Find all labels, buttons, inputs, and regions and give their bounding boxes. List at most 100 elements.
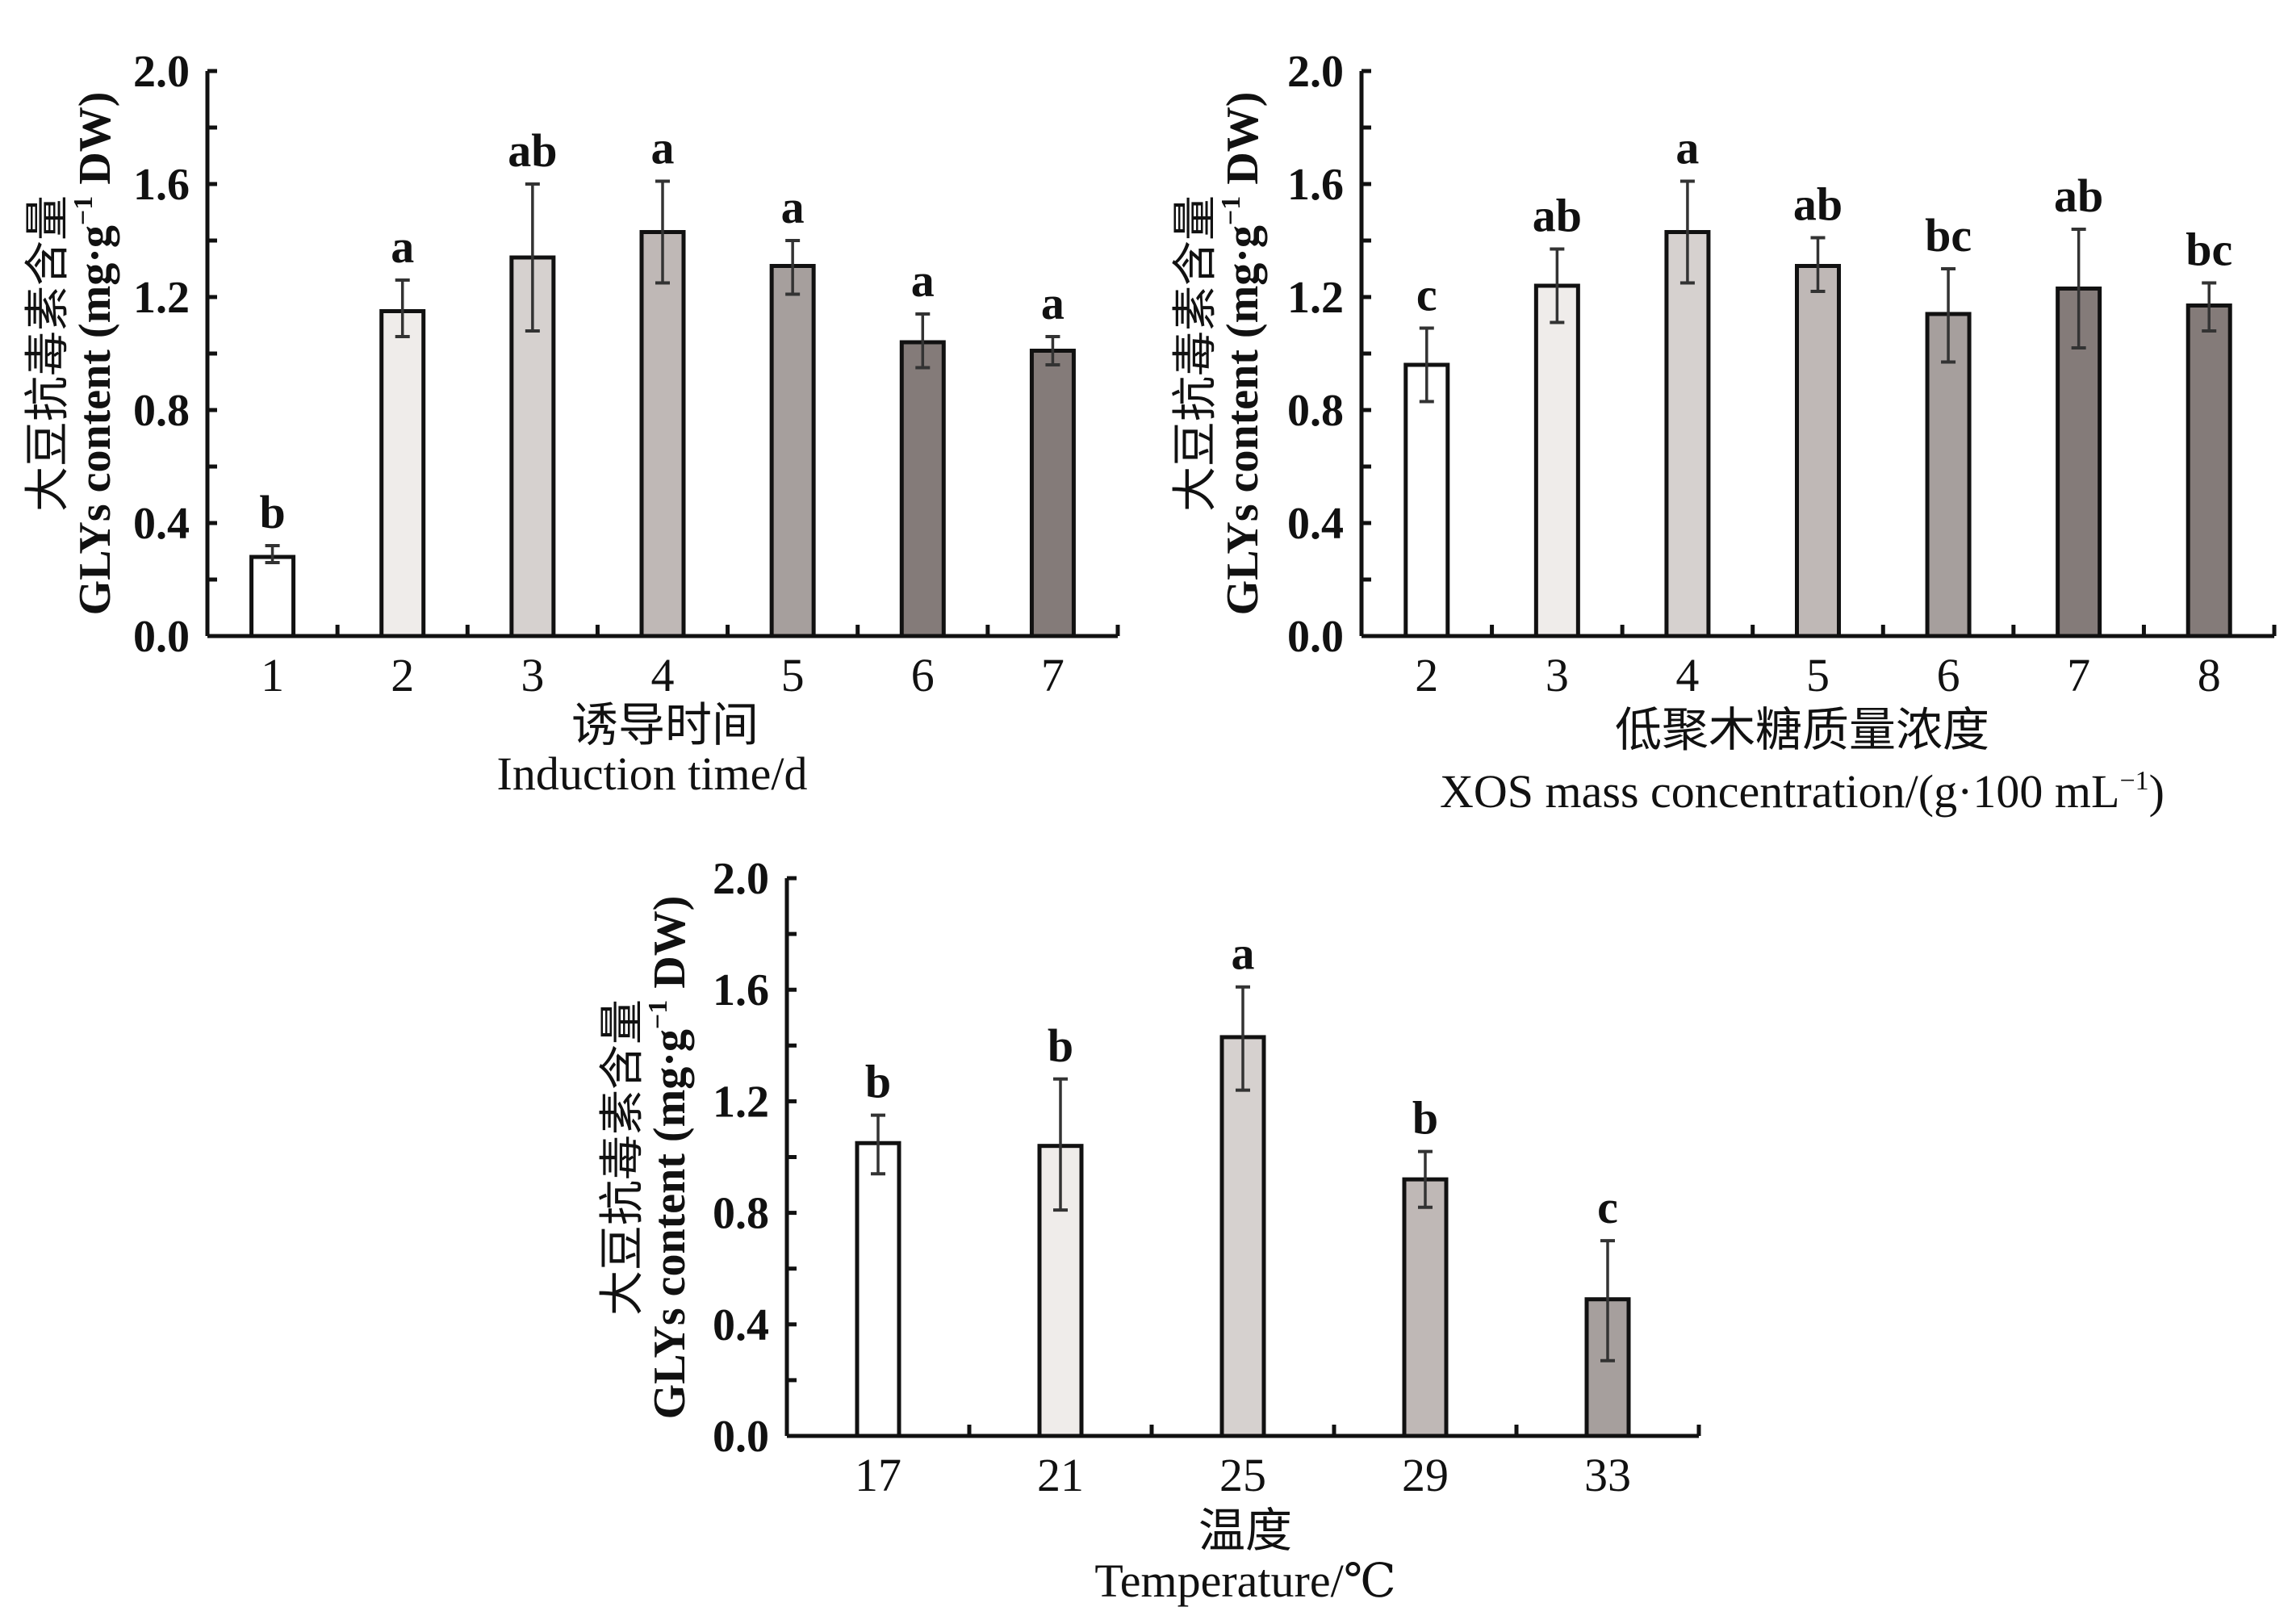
- y-axis-title-en-tail: DW): [645, 896, 695, 1000]
- x-tick-label-33: 33: [1584, 1449, 1631, 1501]
- error-bar-2: [1419, 326, 1434, 404]
- y-tick-label-0.4: 0.4: [1287, 499, 1344, 549]
- x-tick-label-29: 29: [1402, 1449, 1449, 1501]
- y-axis-title-en-tail: DW): [70, 92, 120, 196]
- y-tick-label-1.6: 1.6: [1287, 160, 1344, 210]
- x-axis-title-cn: 低聚木糖质量浓度: [1615, 704, 1989, 756]
- bar-2: [1403, 362, 1450, 638]
- y-tick-label-0.4: 0.4: [133, 499, 190, 549]
- error-bar-7: [1045, 335, 1060, 366]
- y-tick-label-0.0: 0.0: [713, 1412, 769, 1462]
- y-axis-title-en-main: GLYs content (mg·g: [70, 225, 120, 615]
- axes: [205, 69, 1120, 638]
- significance-label-3: ab: [1533, 190, 1582, 242]
- significance-label-33: c: [1597, 1181, 1618, 1233]
- x-tick-label-2: 2: [391, 649, 414, 701]
- significance-label-7: ab: [2054, 170, 2103, 222]
- significance-label-3: ab: [508, 124, 557, 177]
- axes: [1359, 69, 2277, 638]
- y-tick-label-2.0: 2.0: [713, 854, 769, 904]
- x-axis-title-en: Induction time/d: [497, 747, 808, 800]
- axes: [784, 876, 1701, 1438]
- bar-4: [1664, 230, 1711, 638]
- significance-labels: b a ab a a a a: [259, 122, 1064, 539]
- x-tick-labels: 1 2 3 4 5 6 7: [261, 649, 1065, 701]
- x-tick-labels: 2 3 4 5 6 7 8: [1415, 649, 2220, 701]
- y-axis-title-en: GLYs content (mg·g−1 DW): [69, 92, 120, 616]
- significance-label-17: b: [865, 1056, 891, 1108]
- x-tick-labels: 17 21 25 29 33: [855, 1449, 1631, 1501]
- error-bar-29: [1418, 1149, 1433, 1209]
- y-axis-title-en-tail: DW): [1218, 92, 1268, 196]
- bar-3: [1533, 283, 1580, 638]
- y-axis-title-en-main: GLYs content (mg·g: [1218, 225, 1268, 615]
- significance-label-4: a: [651, 122, 675, 174]
- x-tick-label-8: 8: [2198, 649, 2221, 701]
- y-tick-label-1.2: 1.2: [133, 273, 190, 323]
- significance-label-2: a: [391, 220, 414, 273]
- bar-29: [1402, 1177, 1449, 1438]
- y-axis-title-en: GLYs content (mg·g−1 DW): [1216, 92, 1268, 616]
- x-tick-label-1: 1: [261, 649, 284, 701]
- x-axis-title-en: Temperature/℃: [1094, 1555, 1395, 1607]
- y-axis-title-cn: 大豆抗毒素含量: [1171, 195, 1221, 512]
- x-tick-label-3: 3: [1546, 649, 1569, 701]
- significance-label-5: ab: [1793, 178, 1843, 231]
- significance-label-1: b: [259, 486, 285, 538]
- x-axis-title-en-main: XOS mass concentration/(g·100 mL: [1440, 765, 2119, 818]
- significance-label-25: a: [1232, 927, 1255, 980]
- error-bar-25: [1236, 985, 1250, 1092]
- y-tick-label-2.0: 2.0: [1287, 47, 1344, 97]
- error-bar-33: [1600, 1239, 1615, 1362]
- x-tick-label-2: 2: [1415, 649, 1438, 701]
- y-axis-title-en: GLYs content (mg·g−1 DW): [643, 896, 695, 1420]
- significance-label-8: bc: [2186, 224, 2232, 276]
- significance-label-2: c: [1416, 269, 1437, 321]
- error-bar-5: [1810, 236, 1826, 293]
- x-tick-label-25: 25: [1219, 1449, 1266, 1501]
- error-bar-3: [1550, 247, 1565, 324]
- bars: [249, 179, 1076, 638]
- y-axis-title-en-sup: −1: [1216, 196, 1246, 225]
- chart-temperature: 0.0 0.4 0.8 1.2 1.6 2.0 17 21 25 29 33 b b a b c 大豆抗毒…: [598, 854, 1701, 1607]
- bar-7: [1029, 349, 1076, 638]
- y-tick-label-0.8: 0.8: [713, 1189, 769, 1239]
- y-tick-labels: 0.0 0.4 0.8 1.2 1.6 2.0: [713, 854, 769, 1462]
- x-tick-label-6: 6: [911, 649, 935, 701]
- y-axis-title-cn: 大豆抗毒素含量: [23, 195, 73, 512]
- error-bar-7: [2071, 228, 2086, 349]
- error-bar-2: [395, 278, 410, 338]
- error-bar-21: [1053, 1077, 1068, 1212]
- y-tick-label-0.8: 0.8: [1287, 386, 1344, 436]
- significance-label-6: bc: [1925, 209, 1972, 262]
- significance-labels: c ab a ab bc ab bc: [1416, 122, 2232, 321]
- bar-5: [1795, 264, 1841, 638]
- error-bar-3: [525, 182, 540, 333]
- bars: [1403, 179, 2232, 638]
- x-axis-title-cn: 诱导时间: [571, 699, 759, 751]
- significance-label-7: a: [1041, 277, 1065, 329]
- bar-1: [249, 555, 296, 638]
- y-tick-labels: 0.0 0.4 0.8 1.2 1.6 2.0: [1287, 47, 1344, 662]
- y-tick-label-2.0: 2.0: [133, 47, 190, 97]
- y-axis-title-en-sup: −1: [69, 196, 98, 225]
- bar-6: [899, 340, 946, 638]
- x-tick-label-7: 7: [2067, 649, 2090, 701]
- x-tick-label-21: 21: [1037, 1449, 1084, 1501]
- y-tick-label-1.6: 1.6: [713, 965, 769, 1015]
- error-bar-5: [785, 239, 801, 296]
- x-tick-label-5: 5: [1806, 649, 1830, 701]
- error-bar-8: [2202, 281, 2217, 333]
- significance-label-4: a: [1675, 122, 1699, 174]
- significance-label-5: a: [781, 181, 805, 233]
- significance-label-6: a: [911, 254, 935, 307]
- error-bar-17: [871, 1113, 885, 1176]
- error-bar-1: [265, 544, 280, 564]
- x-axis-title-en: XOS mass concentration/(g·100 mL−1): [1440, 765, 2165, 818]
- chart-induction-time: 0.0 0.4 0.8 1.2 1.6 2.0 1 2 3 4 5 6 7 b a ab a a a a 大豆抗毒…: [23, 47, 1120, 800]
- x-tick-label-3: 3: [521, 649, 544, 701]
- bar-5: [769, 264, 816, 638]
- significance-label-21: b: [1048, 1019, 1073, 1072]
